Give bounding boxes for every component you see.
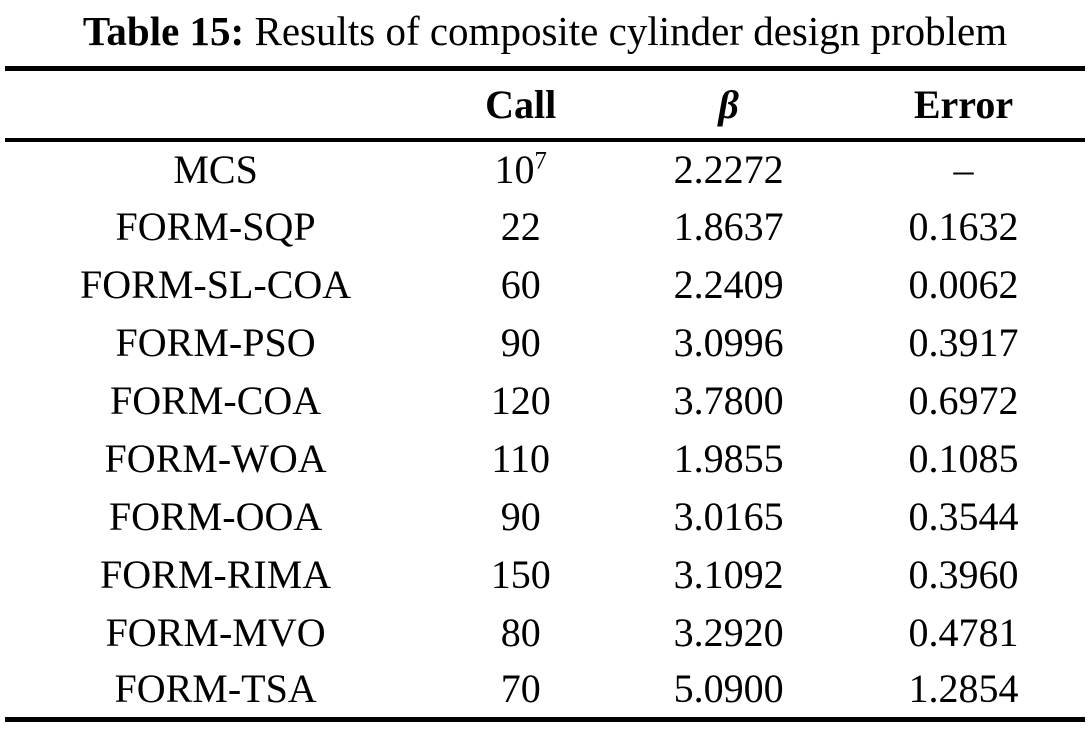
table-row: FORM-RIMA 150 3.1092 0.3960 [5, 546, 1085, 604]
call-cell: 107 [426, 140, 615, 198]
table-row: FORM-COA 120 3.7800 0.6972 [5, 372, 1085, 430]
table-row: FORM-WOA 110 1.9855 0.1085 [5, 430, 1085, 488]
error-cell: 0.3917 [908, 319, 1019, 365]
column-header-method [5, 69, 426, 140]
call-cell: 110 [426, 430, 615, 488]
call-cell: 80 [426, 604, 615, 662]
call-value: 22 [500, 203, 541, 249]
method-cell: FORM-WOA [104, 435, 327, 481]
method-cell: FORM-MVO [105, 609, 326, 655]
method-cell: MCS [173, 146, 258, 192]
error-cell: 0.4781 [908, 609, 1019, 655]
call-cell: 90 [426, 314, 615, 372]
error-cell: 0.3544 [908, 493, 1019, 539]
call-exponent: 7 [534, 147, 547, 175]
beta-cell: 1.9855 [673, 435, 784, 481]
table-row: FORM-SL-COA 60 2.2409 0.0062 [5, 256, 1085, 314]
beta-cell: 3.0996 [673, 319, 784, 365]
table-row: FORM-TSA 70 5.0900 1.2854 [5, 662, 1085, 720]
method-cell: FORM-TSA [114, 666, 317, 712]
error-cell: 0.1085 [908, 435, 1019, 481]
call-cell: 70 [426, 662, 615, 720]
call-value: 120 [490, 377, 551, 423]
error-cell: 0.0062 [908, 261, 1019, 307]
call-cell: 120 [426, 372, 615, 430]
results-table: Call β Error MCS 107 2.2272 – FORM-SQP 2… [5, 66, 1085, 722]
call-cell: 60 [426, 256, 615, 314]
method-cell: FORM-RIMA [100, 551, 332, 597]
error-cell: 0.1632 [908, 203, 1019, 249]
column-header-call: Call [485, 81, 557, 127]
error-cell: – [953, 146, 974, 192]
error-cell: 1.2854 [908, 666, 1019, 712]
call-value: 110 [491, 435, 550, 481]
beta-cell: 3.0165 [673, 493, 784, 539]
table-caption-text: Results of composite cylinder design pro… [244, 8, 1008, 54]
header-row: Call β Error [5, 69, 1085, 140]
call-value: 90 [500, 493, 541, 539]
call-value: 80 [500, 609, 541, 655]
call-cell: 90 [426, 488, 615, 546]
error-cell: 0.3960 [908, 551, 1019, 597]
table-caption-label: Table 15: [82, 8, 245, 54]
method-cell: FORM-PSO [115, 319, 316, 365]
method-cell: FORM-SQP [115, 203, 316, 249]
call-value: 60 [500, 261, 541, 307]
method-cell: FORM-SL-COA [80, 261, 352, 307]
method-cell: FORM-OOA [108, 493, 323, 539]
table-row: FORM-OOA 90 3.0165 0.3544 [5, 488, 1085, 546]
beta-cell: 3.7800 [673, 377, 784, 423]
call-value: 10 [494, 146, 535, 192]
table-row: FORM-MVO 80 3.2920 0.4781 [5, 604, 1085, 662]
beta-cell: 1.8637 [673, 203, 784, 249]
beta-cell: 2.2409 [673, 261, 784, 307]
call-cell: 22 [426, 198, 615, 256]
table-caption: Table 15: Results of composite cylinder … [0, 0, 1090, 66]
error-cell: 0.6972 [908, 377, 1019, 423]
column-header-error: Error [913, 81, 1014, 127]
table-row: FORM-SQP 22 1.8637 0.1632 [5, 198, 1085, 256]
method-cell: FORM-COA [110, 377, 322, 423]
call-cell: 150 [426, 546, 615, 604]
call-value: 70 [500, 666, 541, 712]
results-table-body: MCS 107 2.2272 – FORM-SQP 22 1.8637 0.16… [5, 140, 1085, 720]
beta-cell: 2.2272 [673, 146, 784, 192]
table-row: MCS 107 2.2272 – [5, 140, 1085, 198]
beta-cell: 3.1092 [673, 551, 784, 597]
call-value: 150 [490, 551, 551, 597]
beta-cell: 3.2920 [673, 609, 784, 655]
table-row: FORM-PSO 90 3.0996 0.3917 [5, 314, 1085, 372]
beta-cell: 5.0900 [673, 666, 784, 712]
column-header-beta: β [718, 81, 739, 127]
call-value: 90 [500, 319, 541, 365]
